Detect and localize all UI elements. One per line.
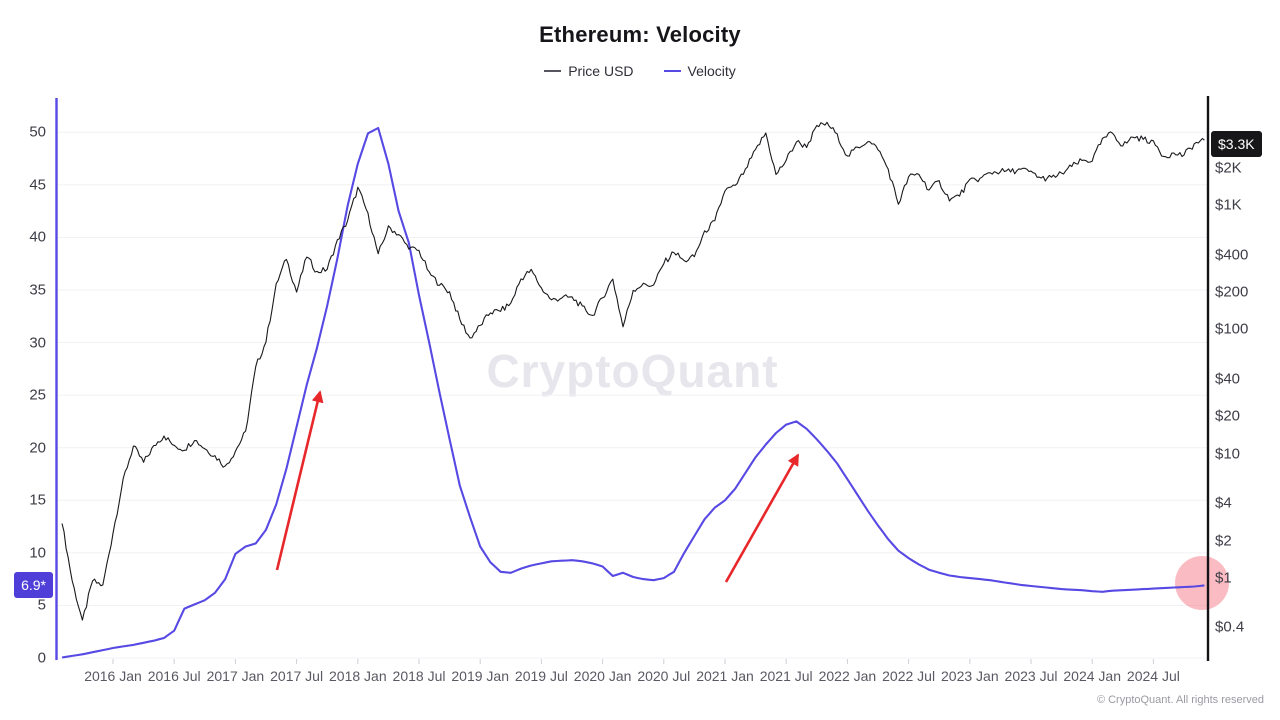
left-y-tick-label: 5 [37,596,46,614]
right-y-tick-label: $0.4 [1215,618,1245,636]
legend-item-price[interactable]: Price USD [544,63,634,79]
x-tick-label: 2016 Jul [147,668,201,684]
x-axis-tick-marks [112,659,1154,664]
x-tick-label: 2022 Jul [882,668,936,684]
left-y-tick-label: 10 [29,544,46,562]
price-current-value-badge: $3.3K [1211,130,1262,157]
x-tick-label: 2020 Jan [573,668,632,684]
trend-arrow-icon [724,453,800,583]
right-y-tick-label: $4 [1215,494,1232,512]
x-tick-label: 2016 Jan [84,668,142,684]
left-y-tick-label: 0 [37,649,46,667]
right-y-tick-label: $200 [1215,283,1249,301]
price-line-swatch-icon [544,70,562,72]
velocity-line [61,126,1205,659]
x-tick-label: 2017 Jul [270,668,324,684]
copyright-text: © CryptoQuant. All rights reserved [1096,694,1264,706]
left-y-tick-label: 40 [29,228,46,246]
gridlines [57,131,1207,659]
trend-arrow-icon [275,390,324,571]
price-line [61,121,1205,621]
x-tick-label: 2017 Jan [206,668,265,684]
chart-legend: Price USD Velocity [0,63,1280,79]
left-y-tick-label: 25 [29,386,46,404]
right-y-tick-label: $40 [1215,370,1241,388]
x-tick-label: 2018 Jan [328,668,387,684]
chart-title: Ethereum: Velocity [539,22,741,47]
velocity-line-swatch-icon [663,70,681,72]
trend-arrow-annotations [275,390,800,583]
legend-label-velocity: Velocity [687,63,736,79]
x-tick-label: 2020 Jul [637,668,691,684]
x-tick-label: 2023 Jan [940,668,999,684]
right-y-tick-label: $20 [1215,407,1241,425]
left-y-tick-label: 30 [29,334,46,352]
right-y-tick-label: $1K [1215,196,1242,214]
x-tick-label: 2019 Jul [514,668,568,684]
legend-item-velocity[interactable]: Velocity [663,63,736,79]
x-tick-label: 2023 Jul [1004,668,1058,684]
right-y-tick-label: $1 [1215,569,1232,587]
right-y-tick-label: $400 [1215,246,1249,264]
highlight-circle-annotation [1175,556,1229,610]
x-tick-label: 2019 Jan [451,668,509,684]
left-y-tick-label: 35 [29,281,46,299]
right-y-tick-label: $100 [1215,320,1249,338]
right-y-tick-label: $2K [1215,159,1242,177]
legend-label-price: Price USD [568,63,634,79]
velocity-current-value-badge: 6.9* [14,572,53,599]
x-tick-label: 2024 Jul [1126,668,1180,684]
x-tick-label: 2022 Jan [818,668,877,684]
left-y-tick-label: 50 [29,123,46,141]
x-tick-label: 2024 Jan [1063,668,1121,684]
x-tick-label: 2021 Jul [759,668,813,684]
right-y-tick-label: $2 [1215,532,1232,550]
left-y-tick-label: 45 [29,176,46,194]
right-y-tick-label: $10 [1215,445,1241,463]
left-y-tick-label: 15 [29,491,46,509]
x-tick-label: 2018 Jul [392,668,446,684]
x-tick-label: 2021 Jan [696,668,754,684]
left-y-tick-label: 20 [29,439,46,457]
